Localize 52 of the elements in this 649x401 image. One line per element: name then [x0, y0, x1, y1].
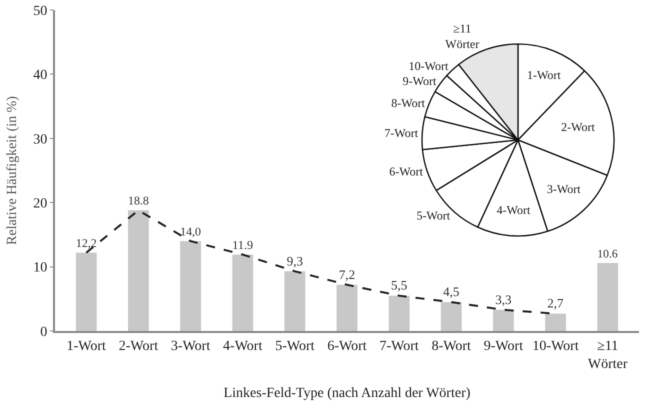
bar	[336, 284, 358, 331]
bar	[597, 262, 618, 331]
data-label: 7,2	[338, 266, 356, 282]
x-axis-title: Linkes-Feld-Type (nach Anzahl der Wörter)	[224, 386, 471, 401]
slice-label: 2-Wort	[561, 120, 596, 134]
slice-label: ≥11 Wörter	[445, 21, 480, 51]
x-tick-label: 8-Wort	[432, 338, 472, 354]
data-label: 4,5	[443, 284, 460, 300]
slice-label: 4-Wort	[496, 203, 531, 218]
slice-label: 3-Wort	[546, 182, 582, 196]
bar	[493, 310, 514, 331]
bar	[545, 314, 566, 331]
data-label: 12,2	[76, 236, 97, 250]
y-tick-label: 40	[33, 68, 48, 84]
slice-label: 5-Wort	[416, 208, 451, 223]
x-tick-label: 6-Wort	[327, 338, 367, 354]
y-tick-label: 0	[40, 324, 48, 340]
data-label: 9,3	[286, 253, 303, 268]
data-label: 11.9	[232, 238, 254, 252]
data-label: 5,5	[391, 278, 408, 293]
data-label: 3,3	[495, 292, 512, 307]
y-tick-label: 50	[33, 4, 48, 19]
bar	[388, 296, 410, 331]
x-tick-label: 4-Wort	[223, 338, 262, 354]
x-tick-label: 5-Wort	[275, 338, 315, 354]
x-tick-label: 10-Wort	[532, 338, 579, 354]
y-tick-label: 10	[33, 260, 48, 276]
slice-label: 9-Wort	[402, 74, 438, 88]
x-tick-label: 3-Wort	[170, 338, 210, 354]
bar	[440, 302, 462, 331]
bar	[128, 210, 149, 331]
y-tick-label: 30	[33, 132, 48, 148]
x-tick-label: 2-Wort	[118, 338, 158, 354]
x-tick-label: 1-Wort	[66, 338, 106, 354]
data-label: 18.8	[128, 194, 149, 208]
y-axis-title: Relative Häufigkeit (in %)	[5, 96, 20, 245]
x-tick-label: ≥11 Wörter	[588, 338, 628, 372]
bar	[76, 252, 97, 331]
x-tick-label: 7-Wort	[379, 338, 419, 354]
slice-label: 1-Wort	[526, 68, 562, 82]
data-label: 14,0	[180, 224, 202, 238]
bar	[232, 254, 254, 331]
y-tick-label: 20	[33, 196, 48, 212]
slice-label: 10-Wort	[408, 59, 450, 74]
data-label: 2,7	[547, 296, 564, 311]
slice-label: 8-Wort	[391, 96, 426, 110]
data-label: 10.6	[597, 247, 618, 260]
slice-label: 7-Wort	[384, 126, 419, 140]
bar	[284, 271, 306, 331]
bar	[180, 241, 201, 331]
x-tick-label: 9-Wort	[484, 338, 524, 354]
slice-label: 6-Wort	[389, 164, 424, 179]
